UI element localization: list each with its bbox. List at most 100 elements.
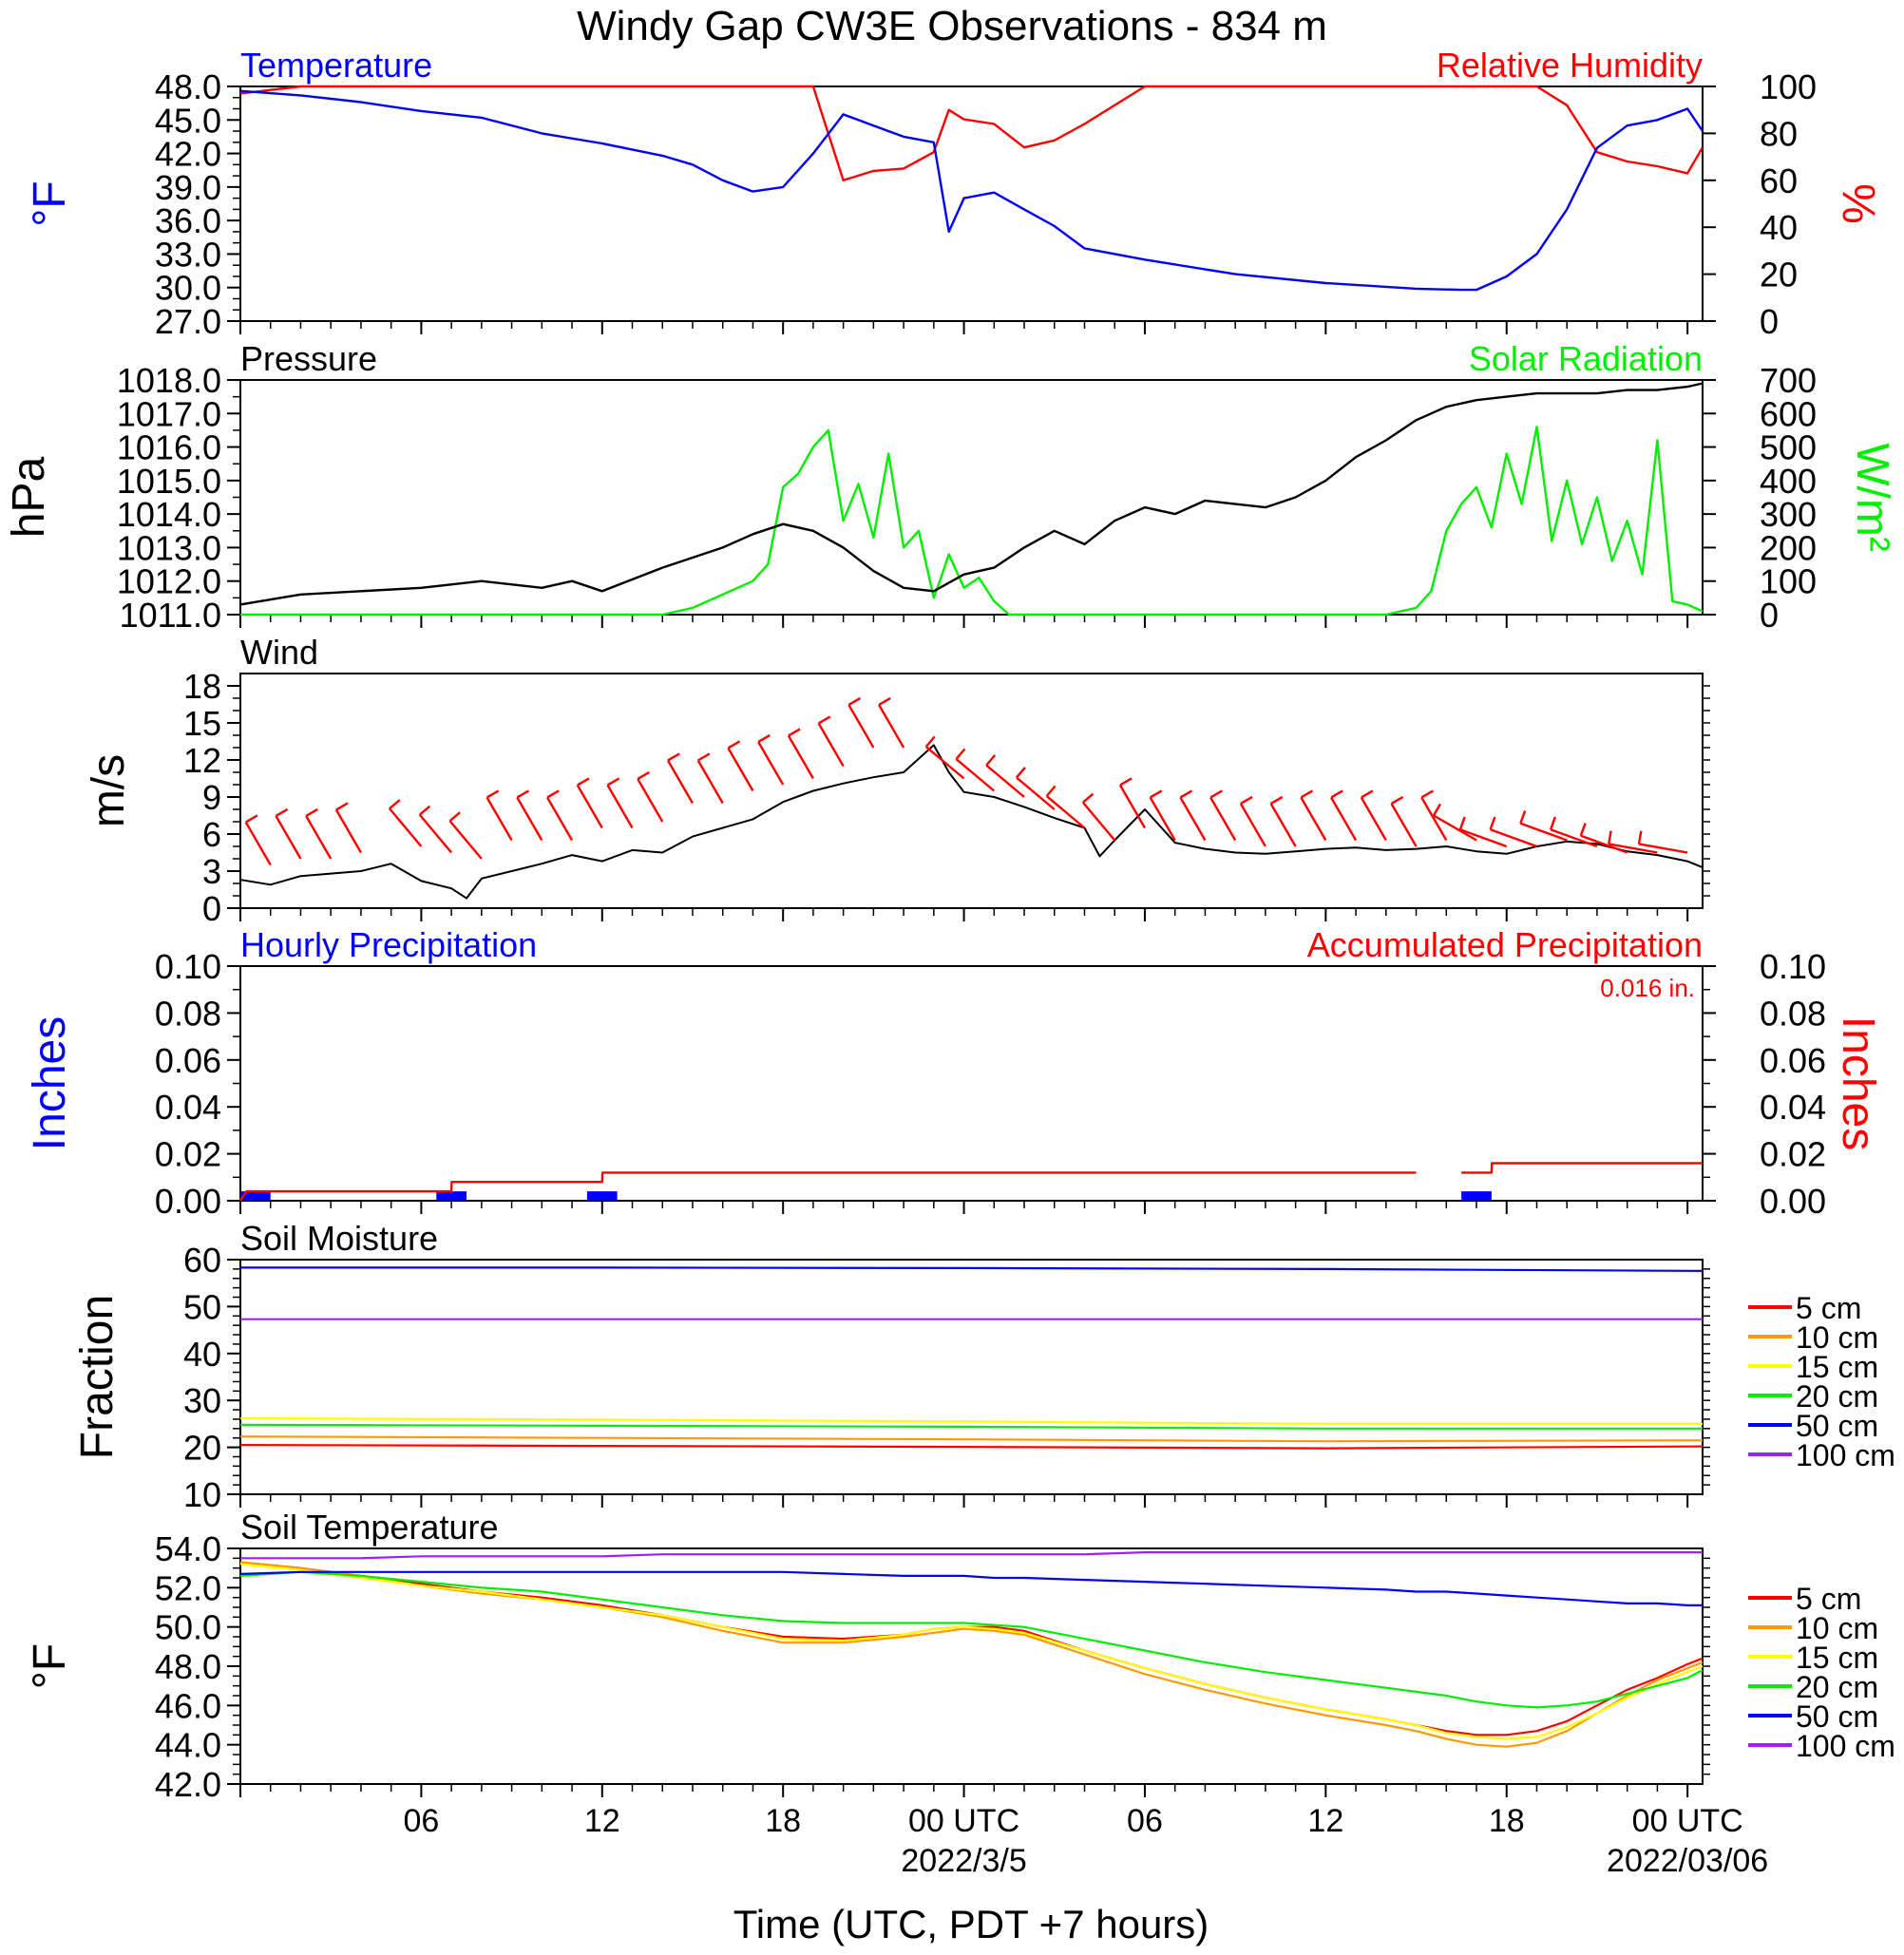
- wind-barb-flag: [1016, 767, 1026, 779]
- hourly-precip-bar: [240, 1191, 271, 1201]
- wind-barb: [1045, 795, 1086, 829]
- wind-barb-flag: [418, 805, 431, 816]
- y-tick-label: 50.0: [155, 1608, 221, 1647]
- wind-barb: [244, 821, 272, 866]
- wind-barb-flag: [1209, 789, 1223, 799]
- legend-label: 5 cm: [1796, 1582, 1861, 1616]
- y-tick-label: 0.06: [1760, 1041, 1826, 1080]
- wind-barb: [985, 764, 1025, 798]
- soil-moisture-line: [239, 1423, 1703, 1430]
- wind-barb-flag: [1637, 830, 1643, 845]
- soil-temperature-panel: 42.044.046.048.050.052.054.0 Soil Tempera…: [25, 1508, 1895, 1804]
- wind-barb-flag: [878, 696, 891, 707]
- y-tick-label: 0: [1760, 302, 1779, 341]
- wind-barb-flag: [335, 802, 349, 811]
- wind-barb-flag: [818, 715, 831, 725]
- wind-barb: [817, 722, 845, 768]
- wind-barb-flag: [667, 752, 680, 762]
- wind-barb: [606, 784, 634, 829]
- wind-barb: [389, 807, 423, 847]
- wind-barb: [637, 778, 664, 823]
- humidity-series-line: [239, 85, 1704, 181]
- y-tick-label: 0.00: [155, 1182, 221, 1221]
- panel-frame: [239, 673, 1704, 909]
- y-tick-label: 40: [1760, 208, 1798, 247]
- wind-barb: [275, 815, 302, 860]
- wind-barb: [1330, 796, 1358, 842]
- y-tick-label: 0.04: [1760, 1088, 1826, 1127]
- legend-label: 20 cm: [1796, 1379, 1878, 1414]
- y-tick-label: 1018.0: [117, 361, 221, 400]
- humidity-title: Relative Humidity: [1437, 46, 1703, 85]
- x-tick-label: 12: [584, 1803, 620, 1839]
- wind-barb-flag: [1150, 789, 1163, 799]
- temperature-unit: °F: [25, 180, 75, 227]
- wind-barb-flag: [1458, 816, 1466, 830]
- wind-barb: [1209, 796, 1237, 842]
- wind-barb: [955, 758, 996, 792]
- y-tick-label: 12: [183, 741, 221, 780]
- y-tick-label: 100: [1760, 562, 1817, 601]
- y-tick-label: 50: [183, 1287, 221, 1326]
- hourly-precip-bar: [1461, 1191, 1492, 1201]
- pressure-solar-panel: 1011.01012.01013.01014.01015.01016.01017…: [4, 339, 1897, 635]
- wind-barb: [1420, 796, 1448, 842]
- y-tick-label: 1017.0: [117, 394, 221, 433]
- y-tick-label: 60: [183, 1241, 221, 1280]
- wind-barb-flag: [1179, 789, 1193, 799]
- accum-precip-total: 0.016 in.: [1600, 974, 1695, 1002]
- wind-barb: [1149, 796, 1176, 842]
- wind-barb-flag: [389, 799, 401, 810]
- soil-temperature-unit: °F: [25, 1643, 75, 1690]
- wind-barb-flag: [1549, 816, 1556, 830]
- solar-unit: W/m²: [1847, 443, 1897, 552]
- y-tick-label: 9: [202, 778, 221, 817]
- y-tick-label: 300: [1760, 495, 1817, 534]
- wind-barb-flag: [1489, 816, 1496, 830]
- temperature-humidity-panel: 27.030.033.036.039.042.045.048.0 0 20 40 60 8…: [25, 46, 1883, 341]
- wind-barb: [727, 747, 754, 792]
- wind-barb-flag: [1432, 803, 1442, 817]
- wind-barb: [696, 759, 724, 805]
- y-tick-label: 400: [1760, 462, 1817, 501]
- soil-moisture-line: [239, 1435, 1704, 1443]
- temperature-title: Temperature: [240, 46, 432, 85]
- wind-barb: [1300, 796, 1327, 842]
- wind-barb: [1179, 796, 1207, 842]
- wind-barb: [1269, 803, 1297, 847]
- x-tick-label: 18: [1489, 1803, 1525, 1839]
- pressure-title: Pressure: [240, 339, 377, 378]
- y-tick-label: 0.04: [155, 1088, 221, 1127]
- wind-barb-flag: [1240, 795, 1253, 806]
- y-tick-label: 20: [183, 1429, 221, 1468]
- legend-label: 10 cm: [1796, 1320, 1878, 1355]
- solar-title: Solar Radiation: [1469, 339, 1703, 378]
- y-tick-label: 500: [1760, 428, 1817, 467]
- wind-barb-flag: [245, 814, 258, 824]
- panel-frame: [239, 1259, 1704, 1495]
- x-date-label: 2022/03/06: [1607, 1843, 1768, 1879]
- wind-barb-flag: [448, 811, 461, 823]
- y-tick-label: 0: [1760, 596, 1779, 635]
- hourly-precip-unit: Inches: [25, 1016, 75, 1150]
- y-tick-label: 18: [183, 667, 221, 706]
- legend-label: 10 cm: [1796, 1611, 1878, 1645]
- wind-barb: [1580, 834, 1628, 854]
- wind-barb: [448, 820, 483, 860]
- wind-barb-flag: [1330, 789, 1343, 799]
- wind-barb: [847, 704, 875, 749]
- temperature-series-line: [239, 89, 1704, 292]
- wind-barb: [878, 704, 905, 749]
- wind-barb-flag: [577, 777, 590, 787]
- wind-barb-flag: [1608, 830, 1612, 845]
- soil-temperature-line: [239, 1570, 1703, 1606]
- soil-moisture-title: Soil Moisture: [240, 1219, 438, 1258]
- y-tick-label: 30: [183, 1381, 221, 1420]
- soil-temperature-line: [239, 1563, 1704, 1740]
- wind-barb-flag: [727, 740, 741, 750]
- wind-barb-flag: [757, 733, 771, 744]
- wind-barb: [666, 759, 695, 805]
- wind-barb-flag: [637, 770, 650, 781]
- y-tick-label: 0.10: [1760, 947, 1826, 986]
